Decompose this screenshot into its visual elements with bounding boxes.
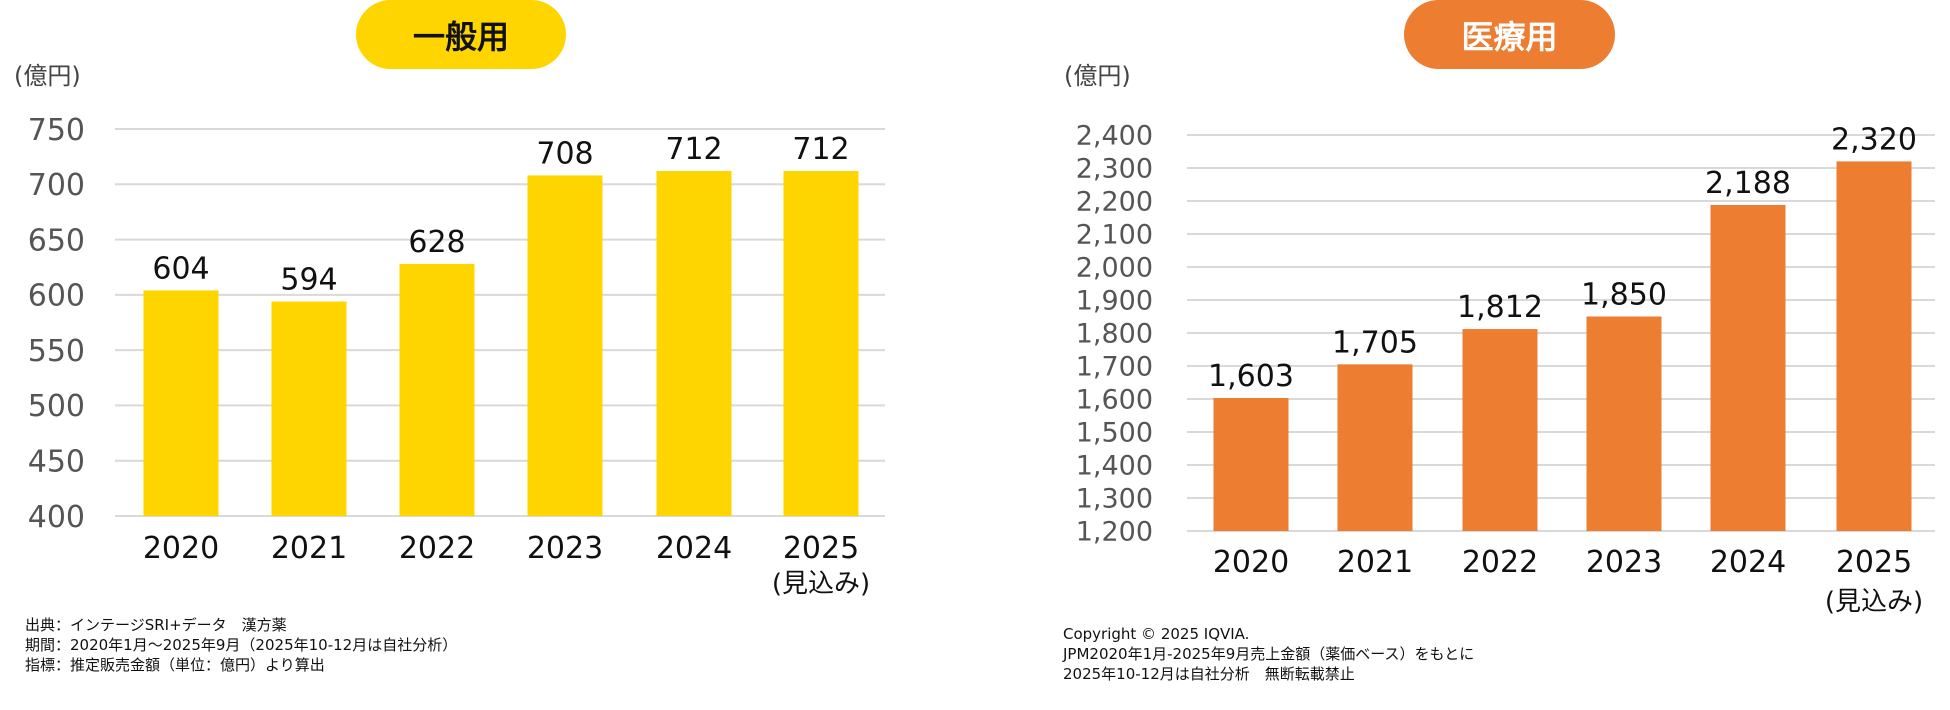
bar — [1710, 204, 1786, 531]
note-line: Copyright © 2025 IQVIA. — [1063, 625, 1250, 643]
y-tick-label: 2,400 — [1076, 121, 1153, 152]
note-line: 期間：2020年1月～2025年9月（2025年10-12月は自社分析） — [25, 636, 458, 654]
bar — [1213, 398, 1289, 531]
x-tick-label: 2023 — [527, 531, 603, 566]
value-label: 1,705 — [1332, 325, 1418, 360]
source-note-general: 出典：インテージSRI+データ 漢方薬 期間：2020年1月～2025年9月（2… — [25, 615, 457, 675]
source-note-medical: Copyright © 2025 IQVIA. JPM2020年1月-2025年… — [1063, 624, 1474, 684]
value-label: 712 — [792, 132, 849, 167]
bar — [1836, 161, 1912, 531]
value-label: 1,603 — [1208, 359, 1294, 394]
x-tick-label: 2023 — [1586, 545, 1662, 580]
y-tick-label: 650 — [28, 223, 85, 258]
value-label: 1,812 — [1457, 290, 1543, 325]
bar — [399, 263, 475, 516]
value-label: 2,320 — [1831, 122, 1917, 157]
value-label: 712 — [665, 132, 722, 167]
note-line: JPM2020年1月-2025年9月売上金額（薬価ベース）をもとに — [1063, 645, 1475, 663]
y-tick-label: 1,800 — [1076, 319, 1153, 350]
title-medical: 医療用 — [1404, 0, 1615, 69]
y-tick-label: 2,000 — [1076, 253, 1153, 284]
y-tick-label: 600 — [28, 279, 85, 314]
value-label: 594 — [280, 262, 337, 297]
x-tick-label: 2025 — [783, 531, 859, 566]
y-tick-label: 1,200 — [1076, 517, 1153, 548]
x-tick-label: 2021 — [271, 531, 347, 566]
x-tick-label: 2021 — [1337, 545, 1413, 580]
y-tick-label: 750 — [28, 113, 85, 148]
y-unit-general: (億円) — [14, 62, 81, 90]
x-tick-sublabel: (見込み) — [1825, 587, 1923, 617]
y-tick-label: 400 — [28, 500, 85, 535]
y-tick-label: 1,700 — [1076, 352, 1153, 383]
title-general: 一般用 — [356, 0, 566, 69]
note-line: 指標：推定販売金額（単位：億円）より算出 — [25, 656, 325, 674]
y-tick-label: 1,500 — [1076, 418, 1153, 449]
y-tick-label: 2,200 — [1076, 187, 1153, 218]
x-tick-label: 2024 — [1710, 545, 1786, 580]
bar — [1337, 364, 1413, 531]
bar — [271, 301, 347, 516]
value-label: 708 — [536, 136, 593, 171]
bar — [527, 175, 603, 516]
bar — [1586, 316, 1662, 531]
x-tick-label: 2022 — [399, 531, 475, 566]
x-tick-label: 2020 — [1213, 545, 1289, 580]
bar — [1462, 329, 1538, 531]
value-label: 1,850 — [1581, 278, 1667, 313]
y-tick-label: 1,600 — [1076, 385, 1153, 416]
bar — [783, 171, 859, 516]
value-label: 628 — [408, 225, 465, 260]
note-line: 出典：インテージSRI+データ 漢方薬 — [25, 616, 287, 634]
x-tick-sublabel: (見込み) — [772, 569, 870, 599]
bar — [656, 171, 732, 516]
note-line: 2025年10-12月は自社分析 無断転載禁止 — [1063, 665, 1355, 683]
y-tick-label: 2,300 — [1076, 154, 1153, 185]
bar — [143, 290, 219, 516]
x-tick-label: 2024 — [656, 531, 732, 566]
y-tick-label: 1,300 — [1076, 484, 1153, 515]
y-tick-label: 2,100 — [1076, 220, 1153, 251]
y-tick-label: 1,400 — [1076, 451, 1153, 482]
y-tick-label: 550 — [28, 334, 85, 369]
y-tick-label: 1,900 — [1076, 286, 1153, 317]
y-unit-medical: (億円) — [1064, 62, 1131, 90]
x-tick-label: 2020 — [143, 531, 219, 566]
y-tick-label: 500 — [28, 389, 85, 424]
value-label: 604 — [152, 251, 209, 286]
x-tick-label: 2025 — [1836, 545, 1912, 580]
y-tick-label: 450 — [28, 445, 85, 480]
value-label: 2,188 — [1705, 166, 1791, 201]
x-tick-label: 2022 — [1462, 545, 1538, 580]
y-tick-label: 700 — [28, 168, 85, 203]
